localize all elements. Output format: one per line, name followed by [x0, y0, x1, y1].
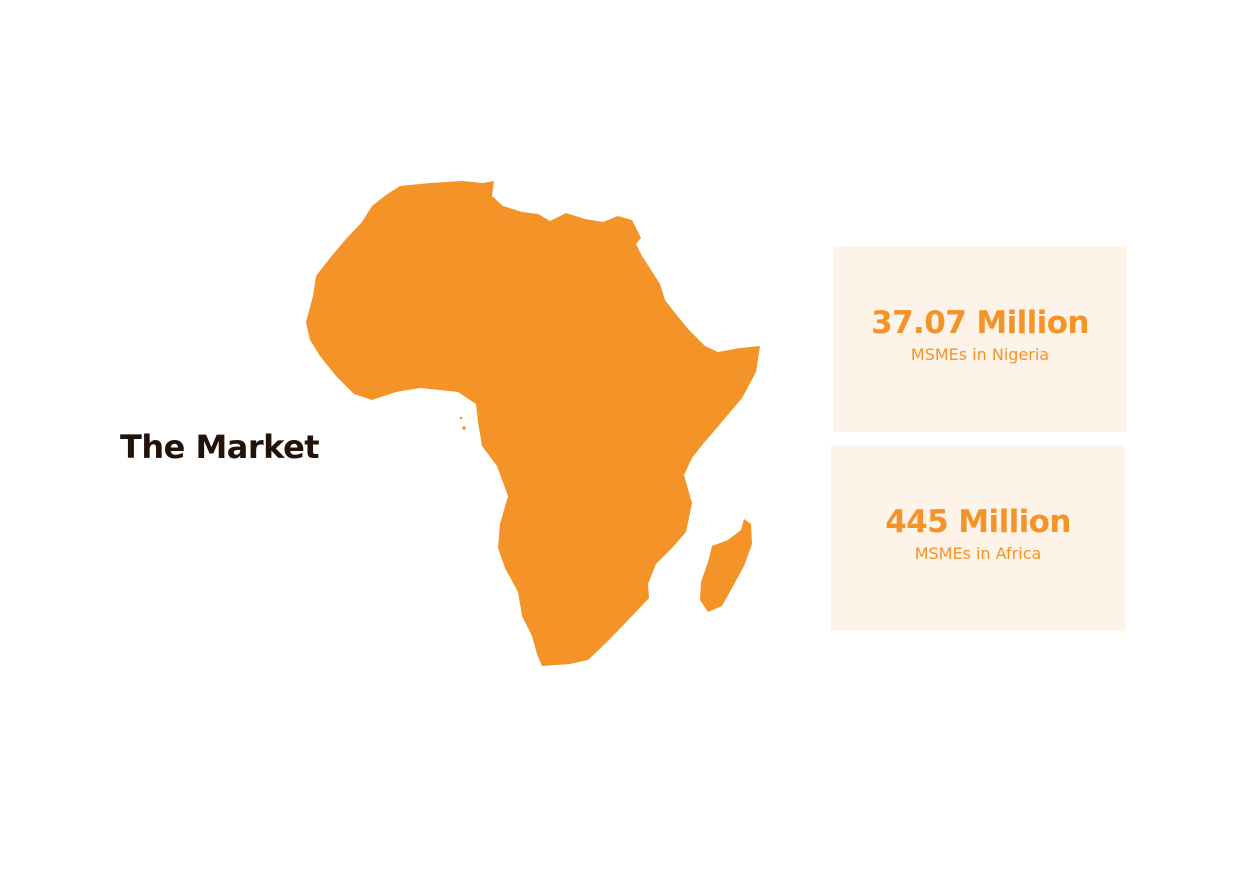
- stat-card-nigeria: 37.07 Million MSMEs in Nigeria: [833, 246, 1127, 432]
- stat-value: 37.07 Million: [871, 305, 1089, 342]
- stat-label: MSMEs in Africa: [914, 543, 1042, 563]
- stat-value: 445 Million: [885, 504, 1071, 541]
- page-title: The Market: [120, 428, 320, 466]
- stat-card-africa: 445 Million MSMEs in Africa: [831, 445, 1125, 631]
- stat-label: MSMEs in Nigeria: [910, 344, 1050, 364]
